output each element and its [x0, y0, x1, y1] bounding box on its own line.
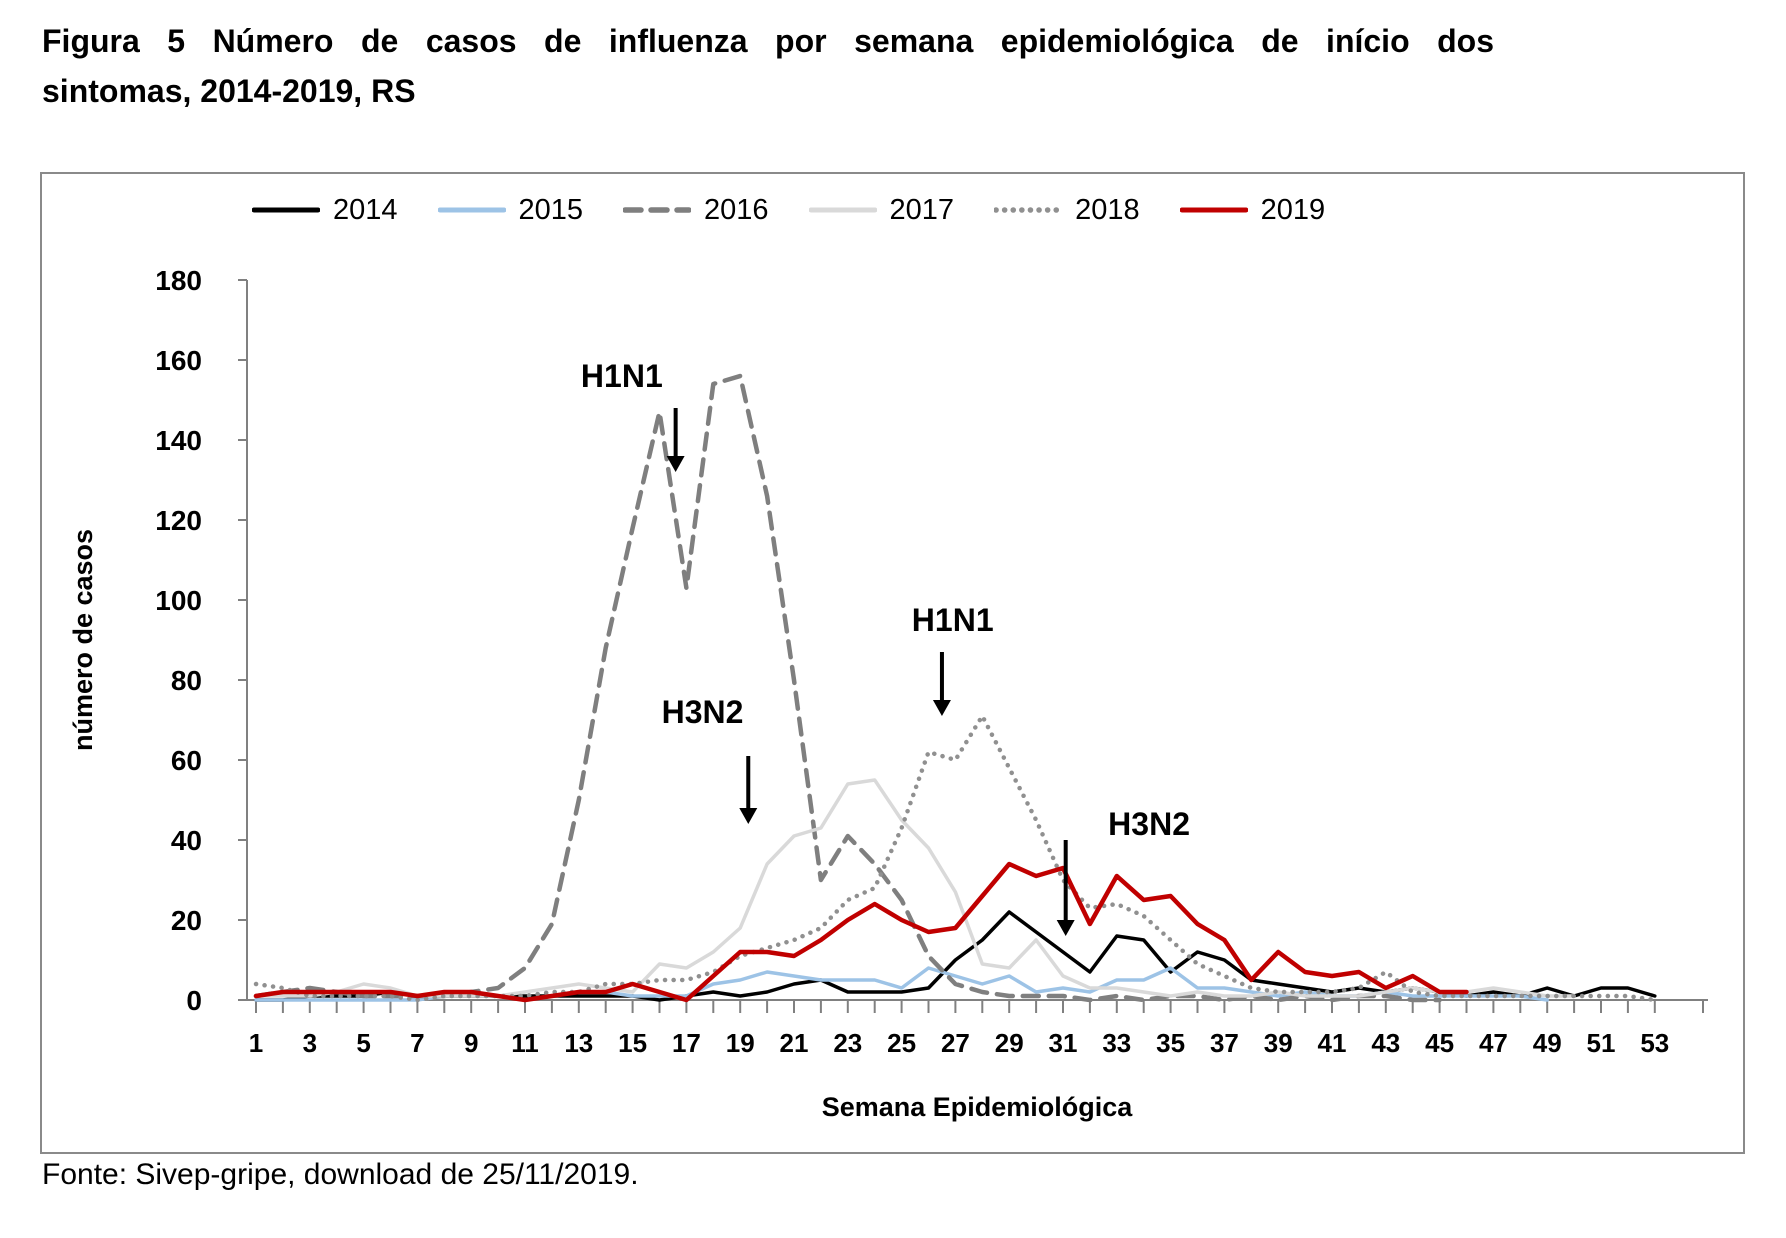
annotation-label-h3n2: H3N2	[1108, 806, 1190, 842]
x-tick-label: 45	[1425, 1028, 1454, 1058]
y-tick-label: 0	[186, 985, 202, 1016]
legend-swatch-2018	[994, 207, 1063, 213]
y-tick-label: 20	[171, 905, 202, 936]
legend-swatch-2016	[623, 207, 692, 213]
annotation-label-h3n2: H3N2	[662, 694, 744, 730]
annotation-label-h1n1: H1N1	[581, 358, 663, 394]
x-tick-label: 41	[1318, 1028, 1347, 1058]
annotations: H1N1 H3N2 H1N1 H3N2	[581, 358, 1190, 936]
annotation-arrow-head	[739, 808, 758, 824]
legend-item-2014: 2014	[252, 194, 398, 227]
figure-title: Figura 5 Número de casos de influenza po…	[42, 16, 1494, 116]
legend-swatch-2019	[1179, 207, 1248, 213]
chart-legend: 2014 2015 2016 2017 2018 2019	[252, 190, 1325, 230]
legend-label-2016: 2016	[704, 193, 769, 226]
legend-label-2018: 2018	[1075, 193, 1140, 226]
axes	[246, 280, 1708, 1001]
annotation-label-h1n1: H1N1	[912, 602, 994, 638]
y-tick-label: 120	[155, 505, 202, 536]
legend-label-2017: 2017	[889, 193, 955, 226]
x-tick-label: 53	[1640, 1028, 1669, 1058]
x-tick-label: 43	[1371, 1028, 1400, 1058]
figure-title-line2: sintomas, 2014-2019, RS	[42, 73, 416, 109]
legend-item-2015: 2015	[437, 193, 584, 227]
x-tick-label: 23	[833, 1028, 862, 1058]
legend-item-2018: 2018	[994, 194, 1140, 227]
y-tick-label: 140	[155, 425, 202, 456]
x-tick-label: 27	[941, 1028, 970, 1058]
x-tick-label: 17	[672, 1028, 701, 1058]
y-tick-label: 100	[155, 585, 202, 616]
x-tick-label: 7	[410, 1028, 424, 1058]
x-tick-label: 5	[356, 1028, 370, 1058]
legend-label-2019: 2019	[1260, 193, 1326, 226]
x-tick-label: 21	[780, 1028, 809, 1058]
legend-item-2017: 2017	[808, 193, 955, 227]
x-tick-label: 1	[249, 1028, 263, 1058]
legend-label-2015: 2015	[518, 193, 584, 226]
y-tick-label: 40	[171, 825, 202, 856]
x-tick-label: 19	[726, 1028, 755, 1058]
legend-item-2016: 2016	[623, 194, 769, 227]
x-tick-label: 29	[995, 1028, 1024, 1058]
x-tick-label: 51	[1587, 1028, 1616, 1058]
series-line-2016	[253, 373, 1442, 1003]
x-tick-label: 49	[1533, 1028, 1562, 1058]
x-tick-label: 47	[1479, 1028, 1508, 1058]
y-tick-label: 60	[171, 745, 202, 776]
legend-swatch-2015	[437, 207, 506, 213]
y-tick-label: 80	[171, 665, 202, 696]
x-axis-title: Semana Epidemiológica	[822, 1092, 1134, 1122]
x-tick-label: 25	[887, 1028, 916, 1058]
x-tick-label: 13	[564, 1028, 593, 1058]
x-tick-label: 37	[1210, 1028, 1239, 1058]
x-tick-label: 35	[1156, 1028, 1185, 1058]
series-lines	[253, 373, 1658, 1003]
y-axis-title: número de casos	[68, 529, 98, 751]
x-tick-label: 39	[1264, 1028, 1293, 1058]
annotation-arrow-head	[666, 456, 685, 472]
x-tick-label: 3	[303, 1028, 317, 1058]
series-line-2019	[253, 861, 1469, 1003]
figure-title-line1: Figura 5 Número de casos de influenza po…	[42, 23, 1494, 59]
y-tick-label: 180	[155, 265, 202, 296]
y-tick-label: 160	[155, 345, 202, 376]
annotation-arrow-head	[1056, 920, 1075, 936]
series-line-2018	[253, 713, 1658, 1003]
legend-label-2014: 2014	[333, 193, 398, 226]
x-tick-label: 9	[464, 1028, 478, 1058]
x-tick-label: 15	[618, 1028, 647, 1058]
x-tick-label: 31	[1049, 1028, 1078, 1058]
legend-swatch-2017	[808, 207, 877, 213]
series-line-2017	[254, 778, 1576, 998]
x-tick-label: 11	[511, 1028, 539, 1058]
legend-swatch-2014	[252, 207, 320, 213]
source-note: Fonte: Sivep-gripe, download de 25/11/20…	[42, 1158, 639, 1191]
x-tick-label: 33	[1102, 1028, 1131, 1058]
chart-frame: 0 20 40 60 80 100 120 140 160 180 1 3 5 7 9 11 13 15 17 19 2…	[40, 172, 1745, 1154]
legend-item-2019: 2019	[1179, 193, 1326, 227]
annotation-arrow-head	[932, 700, 951, 716]
